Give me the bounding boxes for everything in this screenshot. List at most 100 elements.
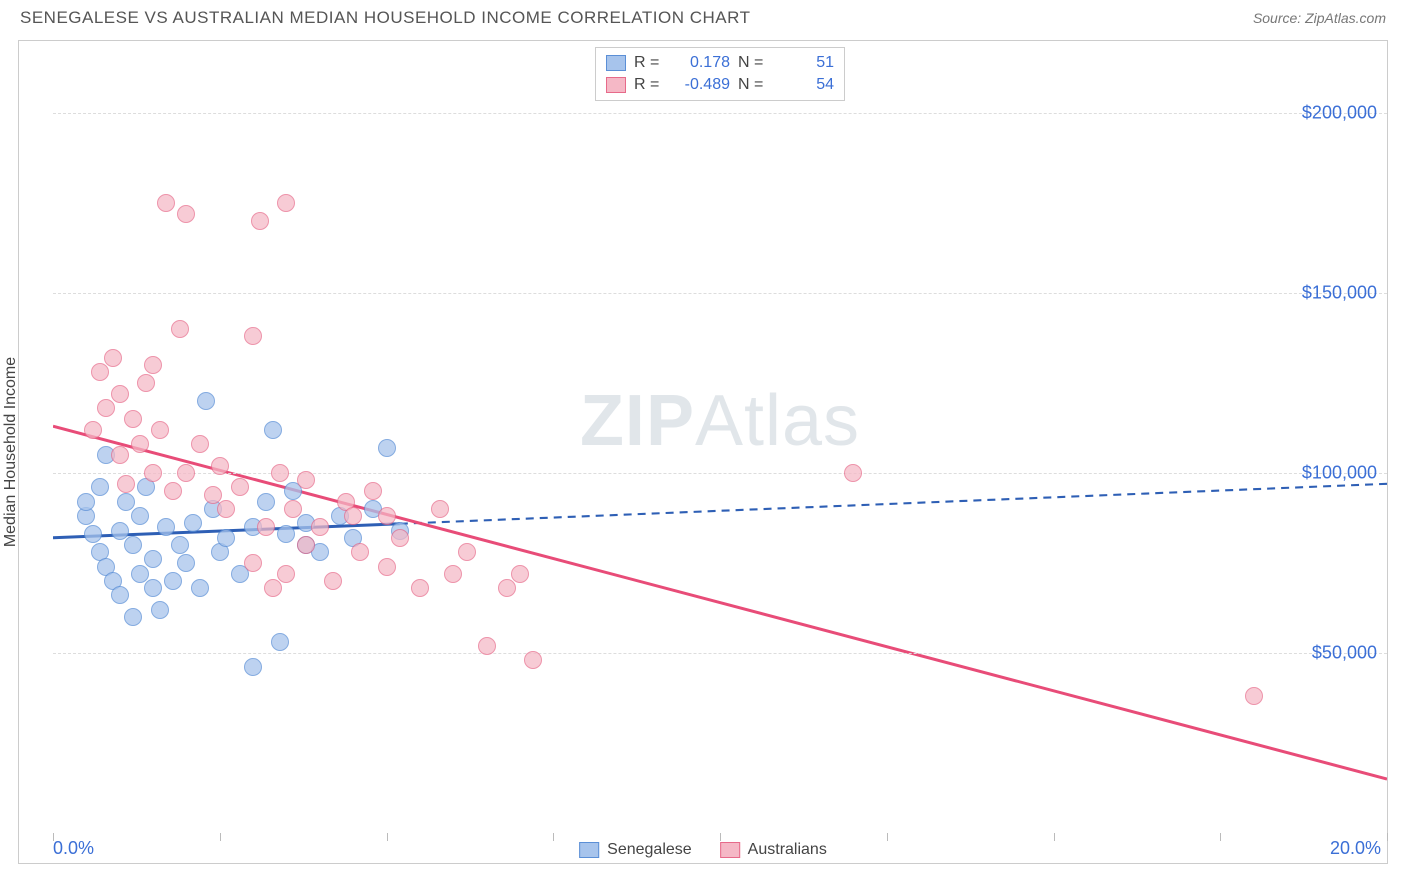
senegalese-point (144, 579, 162, 597)
australians-point (111, 385, 129, 403)
senegalese-point (257, 493, 275, 511)
y-tick-label: $100,000 (1302, 463, 1377, 484)
gridline (53, 113, 1387, 114)
watermark-light: Atlas (695, 381, 860, 461)
australians-point (324, 572, 342, 590)
australians-point (364, 482, 382, 500)
australians-point (251, 212, 269, 230)
y-axis-label: Median Household Income (2, 357, 20, 547)
australians-point (344, 507, 362, 525)
gridline (53, 653, 1387, 654)
australians-point (297, 471, 315, 489)
x-axis-min-label: 0.0% (53, 838, 94, 859)
australians-swatch (606, 77, 626, 93)
senegalese-point (191, 579, 209, 597)
australians-point (124, 410, 142, 428)
watermark-bold: ZIP (580, 381, 695, 461)
senegalese-point (244, 658, 262, 676)
senegalese-point (131, 507, 149, 525)
senegalese-point (184, 514, 202, 532)
y-tick-label: $200,000 (1302, 103, 1377, 124)
senegalese-point (164, 572, 182, 590)
australians-point (117, 475, 135, 493)
australians-point (378, 507, 396, 525)
senegalese-point (124, 536, 142, 554)
senegalese-point (217, 529, 235, 547)
australians-point (244, 554, 262, 572)
x-tick (1220, 833, 1221, 841)
australians-point (157, 194, 175, 212)
australians-point (231, 478, 249, 496)
senegalese-point (171, 536, 189, 554)
senegalese-point (264, 421, 282, 439)
gridline (53, 473, 1387, 474)
correlation-row-australians: R =-0.489N =54 (606, 74, 834, 96)
australians-point (478, 637, 496, 655)
australians-point (431, 500, 449, 518)
senegalese-point (277, 525, 295, 543)
australians-point (297, 536, 315, 554)
legend-item-australians: Australians (720, 841, 827, 859)
legend-label: Senegalese (607, 841, 692, 859)
senegalese-point (151, 601, 169, 619)
australians-point (151, 421, 169, 439)
senegalese-point (197, 392, 215, 410)
senegalese-swatch (606, 55, 626, 71)
source-name: ZipAtlas.com (1305, 10, 1386, 26)
senegalese-swatch (579, 842, 599, 858)
chart-title: SENEGALESE VS AUSTRALIAN MEDIAN HOUSEHOL… (20, 8, 750, 28)
series-legend: Senegalese Australians (579, 841, 827, 859)
senegalese-point (84, 525, 102, 543)
plot-area: ZIPAtlas R =0.178N =51R =-0.489N =54 $50… (53, 41, 1387, 833)
correlation-legend: R =0.178N =51R =-0.489N =54 (595, 47, 845, 101)
australians-point (277, 194, 295, 212)
y-tick-label: $50,000 (1312, 643, 1377, 664)
senegalese-point (117, 493, 135, 511)
y-tick-label: $150,000 (1302, 283, 1377, 304)
australians-point (271, 464, 289, 482)
senegalese-point (77, 493, 95, 511)
x-tick (1054, 833, 1055, 841)
australians-point (311, 518, 329, 536)
legend-label: Australians (748, 841, 827, 859)
australians-point (171, 320, 189, 338)
australians-point (458, 543, 476, 561)
senegalese-point (131, 565, 149, 583)
australians-point (217, 500, 235, 518)
senegalese-point (378, 439, 396, 457)
legend-item-senegalese: Senegalese (579, 841, 692, 859)
x-tick (220, 833, 221, 841)
x-axis-max-label: 20.0% (1330, 838, 1381, 859)
australians-point (498, 579, 516, 597)
senegalese-point (111, 522, 129, 540)
australians-point (144, 464, 162, 482)
australians-point (84, 421, 102, 439)
australians-point (1245, 687, 1263, 705)
x-tick (720, 833, 721, 841)
senegalese-point (124, 608, 142, 626)
australians-point (378, 558, 396, 576)
australians-point (204, 486, 222, 504)
source-attribution: Source: ZipAtlas.com (1253, 10, 1386, 26)
australians-point (351, 543, 369, 561)
gridline (53, 293, 1387, 294)
australians-point (391, 529, 409, 547)
australians-point (137, 374, 155, 392)
senegalese-point (144, 550, 162, 568)
australians-point (411, 579, 429, 597)
australians-point (111, 446, 129, 464)
australians-point (91, 363, 109, 381)
australians-point (177, 205, 195, 223)
australians-point (104, 349, 122, 367)
senegalese-point (157, 518, 175, 536)
correlation-row-senegalese: R =0.178N =51 (606, 52, 834, 74)
australians-point (511, 565, 529, 583)
australians-point (277, 565, 295, 583)
australians-point (211, 457, 229, 475)
trend-lines-layer (53, 41, 1387, 833)
australians-point (244, 327, 262, 345)
australians-point (97, 399, 115, 417)
australians-point (191, 435, 209, 453)
x-tick (387, 833, 388, 841)
chart-container: Median Household Income ZIPAtlas R =0.17… (18, 40, 1388, 864)
